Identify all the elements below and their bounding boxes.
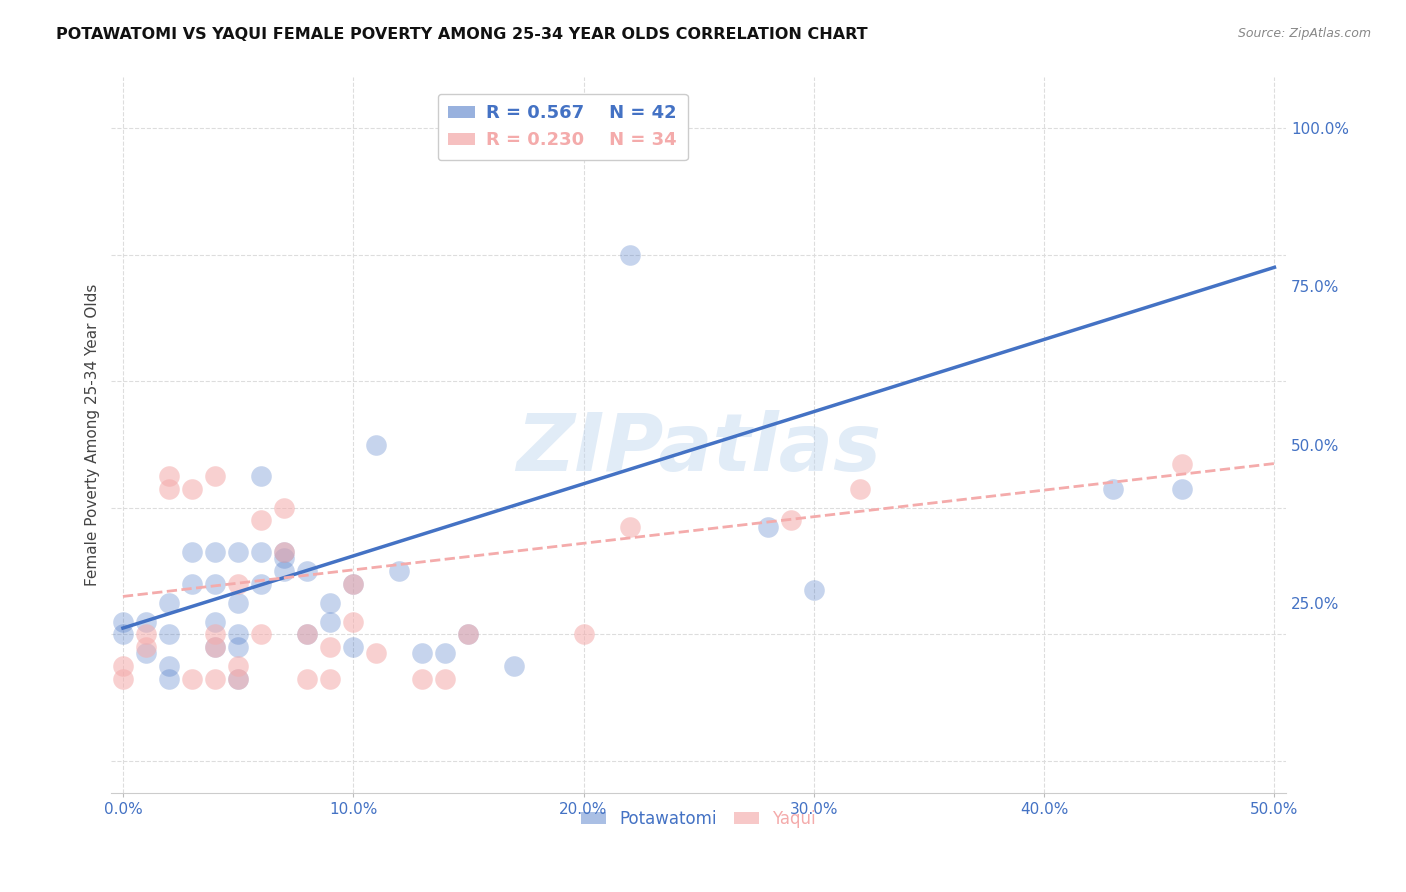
Point	[411, 647, 433, 661]
Point	[342, 615, 364, 629]
Point	[388, 564, 411, 578]
Point	[457, 627, 479, 641]
Point	[111, 672, 134, 686]
Point	[204, 615, 226, 629]
Point	[295, 627, 318, 641]
Point	[295, 627, 318, 641]
Point	[319, 672, 342, 686]
Point	[226, 627, 249, 641]
Point	[849, 482, 872, 496]
Point	[204, 672, 226, 686]
Point	[1102, 482, 1125, 496]
Point	[250, 627, 273, 641]
Point	[250, 469, 273, 483]
Point	[204, 545, 226, 559]
Point	[226, 576, 249, 591]
Point	[342, 576, 364, 591]
Point	[135, 640, 157, 654]
Point	[319, 615, 342, 629]
Point	[295, 672, 318, 686]
Point	[111, 627, 134, 641]
Point	[135, 615, 157, 629]
Point	[135, 627, 157, 641]
Point	[1171, 457, 1194, 471]
Point	[111, 615, 134, 629]
Point	[226, 672, 249, 686]
Point	[157, 672, 180, 686]
Point	[111, 659, 134, 673]
Point	[226, 640, 249, 654]
Point	[157, 627, 180, 641]
Point	[619, 247, 641, 261]
Point	[181, 545, 204, 559]
Point	[295, 564, 318, 578]
Point	[157, 659, 180, 673]
Point	[226, 596, 249, 610]
Point	[204, 640, 226, 654]
Text: POTAWATOMI VS YAQUI FEMALE POVERTY AMONG 25-34 YEAR OLDS CORRELATION CHART: POTAWATOMI VS YAQUI FEMALE POVERTY AMONG…	[56, 27, 868, 42]
Point	[157, 482, 180, 496]
Point	[250, 514, 273, 528]
Point	[457, 627, 479, 641]
Point	[226, 545, 249, 559]
Point	[366, 647, 388, 661]
Point	[756, 520, 779, 534]
Point	[434, 672, 457, 686]
Point	[181, 672, 204, 686]
Point	[366, 437, 388, 451]
Point	[342, 640, 364, 654]
Point	[273, 545, 295, 559]
Point	[250, 576, 273, 591]
Point	[342, 576, 364, 591]
Point	[157, 469, 180, 483]
Point	[204, 627, 226, 641]
Point	[503, 659, 526, 673]
Point	[434, 647, 457, 661]
Point	[226, 672, 249, 686]
Point	[204, 640, 226, 654]
Legend: Potawatomi, Yaqui: Potawatomi, Yaqui	[575, 803, 823, 834]
Point	[135, 647, 157, 661]
Point	[803, 583, 825, 598]
Point	[273, 545, 295, 559]
Point	[411, 672, 433, 686]
Point	[204, 469, 226, 483]
Point	[181, 482, 204, 496]
Point	[273, 551, 295, 566]
Point	[250, 545, 273, 559]
Point	[1171, 482, 1194, 496]
Point	[204, 576, 226, 591]
Text: Source: ZipAtlas.com: Source: ZipAtlas.com	[1237, 27, 1371, 40]
Point	[572, 627, 595, 641]
Point	[226, 659, 249, 673]
Point	[779, 514, 801, 528]
Point	[181, 576, 204, 591]
Point	[157, 596, 180, 610]
Point	[273, 500, 295, 515]
Point	[619, 520, 641, 534]
Point	[319, 596, 342, 610]
Text: ZIPatlas: ZIPatlas	[516, 410, 882, 488]
Y-axis label: Female Poverty Among 25-34 Year Olds: Female Poverty Among 25-34 Year Olds	[86, 284, 100, 586]
Point	[319, 640, 342, 654]
Point	[273, 564, 295, 578]
